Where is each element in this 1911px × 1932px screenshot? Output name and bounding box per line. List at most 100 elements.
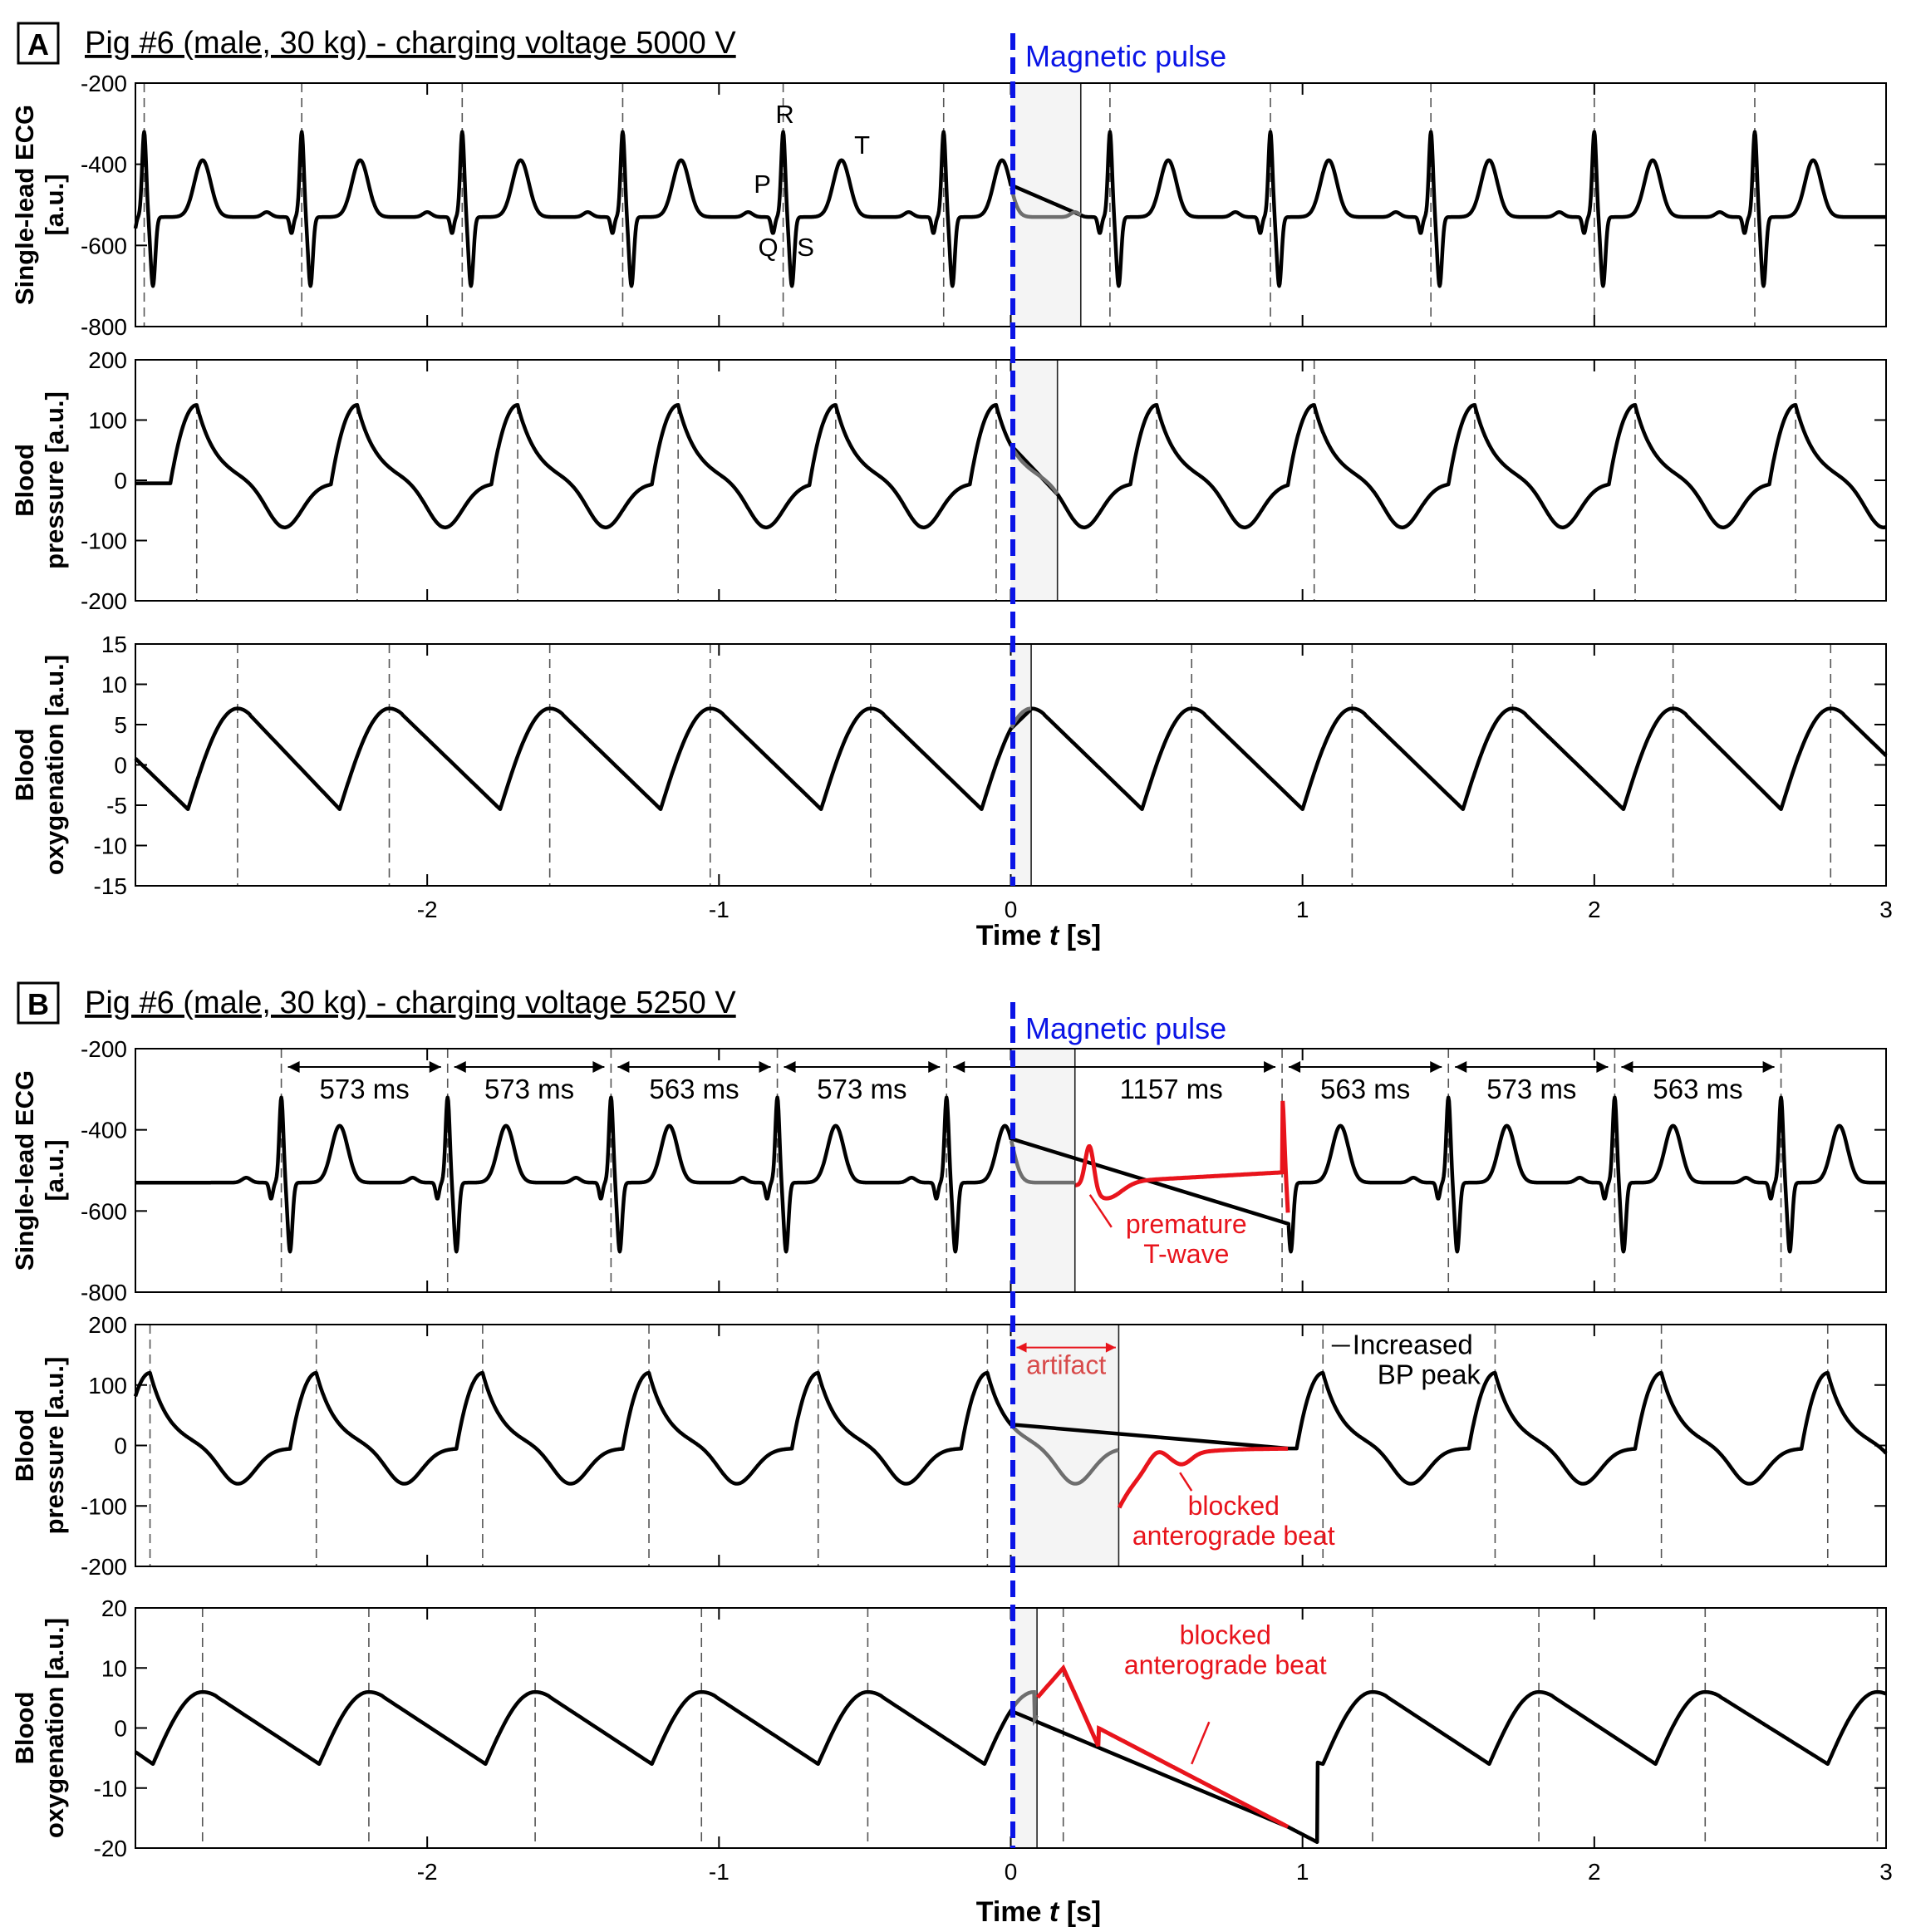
x-tick-label: 0: [1005, 1859, 1018, 1885]
panel-a-title: Pig #6 (male, 30 kg) - charging voltage …: [85, 26, 736, 61]
chart-b-blood_pressure: 200 100 0 -100 -200 Bloodpressure [a.u.] artif…: [10, 1312, 1888, 1580]
wave-label-t: T: [854, 130, 870, 160]
rr-arrow-head-left: [454, 1061, 466, 1073]
y-tick-label: -800: [81, 1280, 127, 1305]
rr-interval-label: 563 ms: [1320, 1074, 1410, 1104]
artifact-trace: [1010, 1423, 1120, 1486]
y-tick-label: 200: [88, 347, 127, 373]
rr-interval-label: 573 ms: [484, 1074, 574, 1104]
chart-a-blood_pressure: 200 100 0 -100 -200 Bloodpressure [a.u.]: [10, 347, 1888, 614]
rr-arrow-head-right: [429, 1061, 441, 1073]
y-tick-label: -100: [81, 528, 127, 554]
wave-label-s: S: [797, 233, 814, 262]
rr-arrow-head-left: [953, 1061, 965, 1073]
panel-b-letter-box: [17, 981, 60, 1025]
premature-t-label-line2: T-wave: [1143, 1239, 1229, 1269]
artifact-label: artifact: [1026, 1350, 1106, 1380]
y-tick-label: -10: [94, 1776, 127, 1802]
rr-interval-label: 563 ms: [649, 1074, 739, 1104]
panel-a-letter: A: [27, 27, 49, 61]
rr-arrow-head-left: [1621, 1061, 1633, 1073]
panel-b-title: Pig #6 (male, 30 kg) - charging voltage …: [85, 986, 736, 1020]
y-tick-label: 20: [101, 1595, 127, 1621]
artifact-arrow-left: [1016, 1342, 1027, 1353]
y-tick-label: 100: [88, 1373, 127, 1399]
rr-arrow-head-right: [1762, 1061, 1775, 1073]
x-tick-label: -1: [709, 1859, 730, 1885]
x-tick-label: 0: [1005, 897, 1018, 922]
artifact-trace: [1010, 1140, 1075, 1185]
x-tick-label: -2: [417, 1859, 438, 1885]
rr-arrow-head-left: [617, 1061, 630, 1073]
abnormal-trace: [1117, 1446, 1289, 1509]
artifact-arrow-right: [1105, 1342, 1116, 1353]
premature-t-label-line1: premature: [1126, 1209, 1247, 1239]
blocked-beat-leader: [1179, 1472, 1193, 1492]
y-axis-label: Single-lead ECG[a.u.]: [10, 1070, 69, 1271]
blocked-beat-label-line2: anterograde beat: [1124, 1649, 1327, 1679]
signal-trace: [134, 1689, 1888, 1845]
y-axis-label: Bloodpressure [a.u.]: [10, 1357, 69, 1535]
increased-bp-label-line2: BP peak: [1378, 1359, 1481, 1389]
rr-arrow-head-right: [1596, 1061, 1609, 1073]
y-tick-label: -400: [81, 1118, 127, 1143]
artifact-shade: [1010, 1325, 1119, 1566]
rr-arrow-head-right: [1430, 1061, 1442, 1073]
y-axis-label: Single-lead ECG[a.u.]: [10, 105, 69, 305]
wave-label-p: P: [754, 170, 771, 199]
y-tick-label: -200: [81, 71, 127, 96]
panel-a-letter-box: [17, 22, 60, 65]
y-tick-label: -600: [81, 1198, 127, 1224]
artifact-trace: [1010, 445, 1059, 495]
y-tick-label: -100: [81, 1493, 127, 1519]
y-tick-label: -200: [81, 1554, 127, 1580]
y-tick-label: 15: [101, 632, 127, 657]
x-tick-label: 1: [1296, 1859, 1309, 1885]
y-tick-label: -20: [94, 1836, 127, 1861]
rr-interval-label: 1157 ms: [1120, 1074, 1223, 1104]
artifact-trace: [1010, 187, 1082, 219]
y-tick-label: 10: [101, 1655, 127, 1681]
artifact-trace: [1010, 1689, 1039, 1727]
y-tick-label: 200: [88, 1312, 127, 1338]
y-tick-label: -200: [81, 588, 127, 614]
x-tick-label: 3: [1879, 1859, 1893, 1885]
y-tick-label: -15: [94, 873, 127, 899]
chart-b-ecg: -200 -400 -600 -800 Single-lead ECG[a.u.] 573…: [10, 1036, 1888, 1305]
rr-interval-label: 573 ms: [817, 1074, 906, 1104]
blocked-beat-label-line2: anterograde beat: [1132, 1521, 1335, 1551]
y-tick-label: 0: [114, 1716, 127, 1742]
signal-trace: [133, 1370, 1888, 1486]
y-axis-label: Bloodpressure [a.u.]: [10, 391, 69, 569]
y-tick-label: 0: [114, 468, 127, 494]
rr-arrow-head-left: [1455, 1061, 1467, 1073]
panel-a-pulse-label: Magnetic pulse: [1025, 39, 1226, 73]
abnormal-trace: [1035, 1664, 1290, 1829]
blocked-beat-leader: [1191, 1721, 1211, 1765]
rr-interval-label: 573 ms: [320, 1074, 410, 1104]
rr-arrow-head-right: [592, 1061, 605, 1073]
chart-a-ecg: -200 -400 -600 -800 Single-lead ECG[a.u.] P Q R…: [10, 71, 1888, 340]
rr-interval-label: 573 ms: [1486, 1074, 1576, 1104]
y-tick-label: -200: [81, 1036, 127, 1062]
y-tick-label: -600: [81, 233, 127, 258]
increased-bp-label-line1: Increased: [1353, 1329, 1473, 1359]
x-tick-label: 1: [1296, 897, 1309, 922]
rr-arrow-head-right: [759, 1061, 771, 1073]
signal-trace: [134, 403, 1888, 529]
rr-arrow-head-left: [1289, 1061, 1301, 1073]
panel-a-xlabel: Time t [s]: [976, 920, 1102, 951]
blocked-beat-label-line1: blocked: [1180, 1620, 1271, 1649]
rr-arrow-head-left: [287, 1061, 300, 1073]
rr-arrow-head-right: [928, 1061, 941, 1073]
x-tick-label: 2: [1588, 897, 1601, 922]
artifact-shade: [1010, 83, 1081, 327]
y-tick-label: 0: [114, 1433, 127, 1459]
premature-t-leader: [1088, 1194, 1113, 1228]
signal-trace: [134, 706, 1888, 812]
x-tick-label: -2: [417, 897, 438, 922]
artifact-shade: [1010, 360, 1058, 601]
y-tick-label: 10: [101, 672, 127, 698]
